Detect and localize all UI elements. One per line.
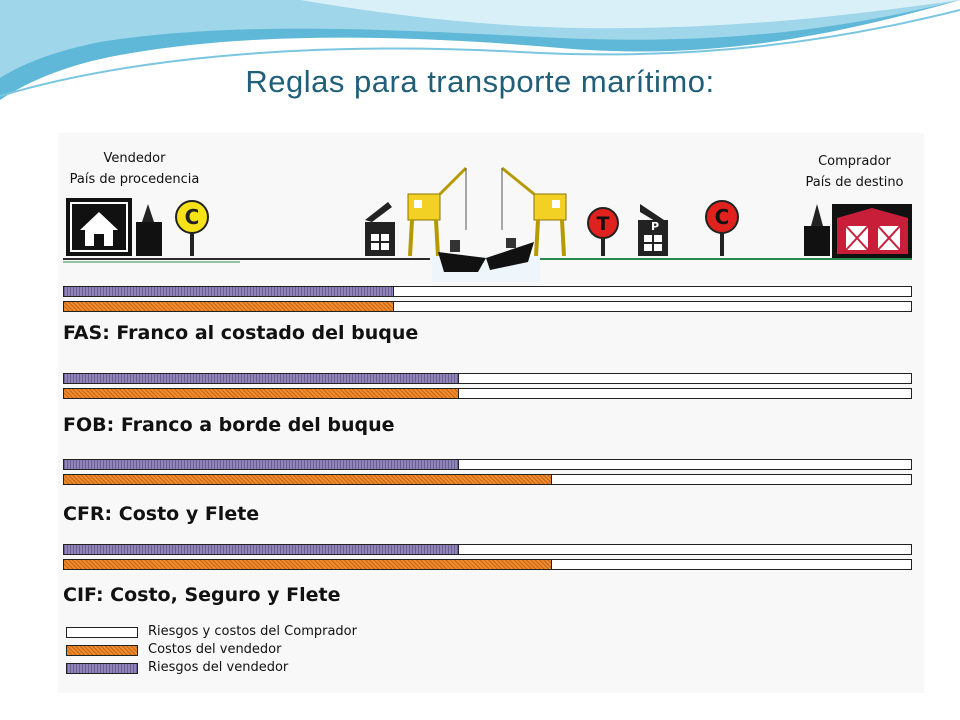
cfr-seller-risk-bar bbox=[63, 459, 459, 470]
header-waves bbox=[0, 0, 960, 105]
legend-cost-text: Costos del vendedor bbox=[148, 642, 282, 657]
buyer-label: Comprador País de destino bbox=[792, 151, 917, 193]
cif-seller-risk-bar bbox=[63, 544, 459, 555]
legend-risk-text: Riesgos del vendedor bbox=[148, 660, 289, 675]
port-letter: P bbox=[651, 220, 659, 233]
buyer-barn-icon bbox=[832, 204, 912, 258]
legend-buyer-swatch bbox=[66, 627, 138, 638]
port-warehouse-icon: P bbox=[638, 204, 668, 256]
fob-label: FOB: Franco a borde del buque bbox=[63, 414, 395, 436]
terminal-sign-icon: T bbox=[587, 207, 619, 256]
cif-label: CIF: Costo, Seguro y Flete bbox=[63, 584, 341, 606]
transport-illustration: C T P bbox=[63, 166, 912, 282]
cfr-seller-cost-bar bbox=[63, 474, 552, 485]
origin-warehouse-icon bbox=[365, 202, 395, 256]
cfr-label: CFR: Costo y Flete bbox=[63, 503, 260, 525]
fob-seller-risk-bar bbox=[63, 373, 459, 384]
buyer-cost-sign-icon: C bbox=[705, 200, 739, 256]
seller-house-icon bbox=[66, 198, 132, 256]
terminal-letter: T bbox=[597, 213, 610, 235]
seller-cost-sign-icon: C bbox=[175, 200, 209, 256]
fob-seller-cost-bar bbox=[63, 388, 459, 399]
origin-crane-icon bbox=[407, 166, 468, 257]
legend-cost-swatch bbox=[66, 645, 138, 656]
seller-country: País de procedencia bbox=[69, 172, 200, 187]
seller-label: Vendedor País de procedencia bbox=[62, 148, 207, 190]
legend-buyer-text: Riesgos y costos del Comprador bbox=[148, 624, 357, 639]
buyer-cost-letter: C bbox=[715, 205, 730, 229]
destination-crane-icon bbox=[501, 166, 567, 257]
legend-risk-swatch bbox=[66, 663, 138, 674]
fas-seller-cost-bar bbox=[63, 301, 394, 312]
buyer-warehouse-icon bbox=[804, 204, 830, 256]
seller-cost-letter: C bbox=[185, 205, 200, 229]
ship-icon bbox=[438, 238, 534, 272]
slide-title: Reglas para transporte marítimo: bbox=[245, 64, 715, 99]
fas-seller-risk-bar bbox=[63, 286, 394, 297]
seller-warehouse-icon bbox=[136, 204, 162, 256]
seller-title: Vendedor bbox=[103, 151, 166, 166]
cif-seller-cost-bar bbox=[63, 559, 552, 570]
buyer-country: País de destino bbox=[805, 175, 904, 190]
fas-label: FAS: Franco al costado del buque bbox=[63, 322, 419, 344]
buyer-title: Comprador bbox=[818, 154, 891, 169]
